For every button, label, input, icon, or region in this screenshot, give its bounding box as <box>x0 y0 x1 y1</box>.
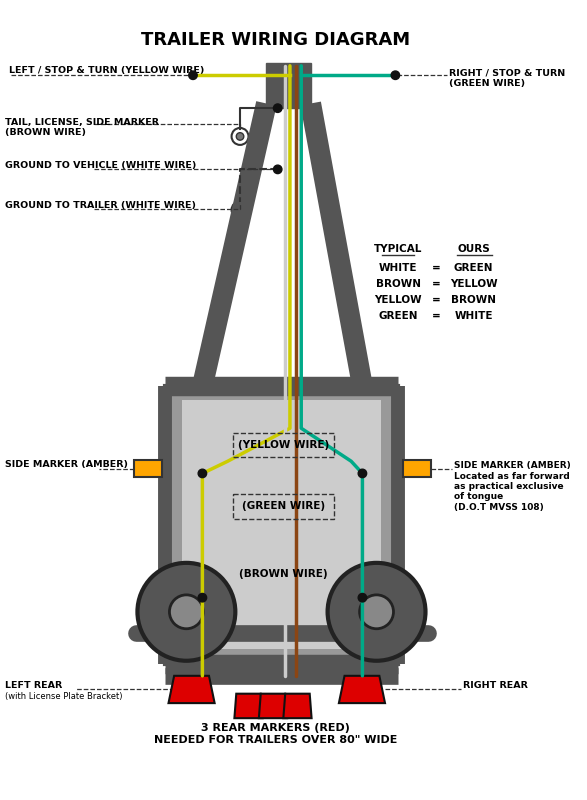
Text: GREEN: GREEN <box>379 311 418 322</box>
Polygon shape <box>284 694 312 718</box>
Text: GREEN: GREEN <box>454 263 493 274</box>
Text: RIGHT REAR: RIGHT REAR <box>463 681 528 690</box>
Text: RIGHT / STOP & TURN
(GREEN WIRE): RIGHT / STOP & TURN (GREEN WIRE) <box>449 69 565 88</box>
Text: (BROWN WIRE): (BROWN WIRE) <box>239 569 328 579</box>
Text: YELLOW: YELLOW <box>450 279 497 290</box>
Text: WHITE: WHITE <box>379 263 417 274</box>
Text: =: = <box>431 263 440 274</box>
Text: (with License Plate Bracket): (with License Plate Bracket) <box>5 692 122 701</box>
Circle shape <box>231 202 248 218</box>
Text: GROUND TO VEHICLE (WHITE WIRE): GROUND TO VEHICLE (WHITE WIRE) <box>5 161 196 170</box>
Circle shape <box>189 71 197 79</box>
Text: =: = <box>431 279 440 290</box>
Text: WHITE: WHITE <box>454 311 492 322</box>
Circle shape <box>391 71 400 79</box>
Bar <box>284 68 288 102</box>
Circle shape <box>198 594 207 602</box>
Circle shape <box>170 595 203 629</box>
Text: OURS: OURS <box>457 244 490 254</box>
Circle shape <box>274 104 282 113</box>
Circle shape <box>360 595 393 629</box>
Text: TYPICAL: TYPICAL <box>374 244 423 254</box>
Bar <box>266 63 311 108</box>
Text: BROWN: BROWN <box>451 295 496 306</box>
Text: SIDE MARKER (AMBER)
Located as far forward
as practical exclusive
of tongue
(D.O: SIDE MARKER (AMBER) Located as far forwa… <box>454 461 571 512</box>
Circle shape <box>198 469 207 478</box>
Circle shape <box>137 563 235 661</box>
Circle shape <box>231 128 248 145</box>
Bar <box>282 66 307 103</box>
Polygon shape <box>339 676 385 703</box>
Polygon shape <box>234 694 262 718</box>
Text: LEFT REAR: LEFT REAR <box>5 681 62 690</box>
Text: BROWN: BROWN <box>376 279 421 290</box>
Polygon shape <box>168 676 215 703</box>
Text: SIDE MARKER (AMBER): SIDE MARKER (AMBER) <box>5 461 128 470</box>
Bar <box>232 433 334 458</box>
Circle shape <box>328 563 426 661</box>
Bar <box>165 386 398 663</box>
Text: =: = <box>431 295 440 306</box>
Circle shape <box>358 594 367 602</box>
Bar <box>290 68 294 102</box>
Polygon shape <box>259 694 287 718</box>
Text: GROUND TO TRAILER (WHITE WIRE): GROUND TO TRAILER (WHITE WIRE) <box>5 201 195 210</box>
Circle shape <box>237 206 244 214</box>
Bar <box>296 68 299 102</box>
Circle shape <box>358 469 367 478</box>
Bar <box>232 494 334 518</box>
Bar <box>403 460 431 477</box>
Text: TRAILER WIRING DIAGRAM: TRAILER WIRING DIAGRAM <box>141 31 410 50</box>
Text: 3 REAR MARKERS (RED)
NEEDED FOR TRAILERS OVER 80" WIDE: 3 REAR MARKERS (RED) NEEDED FOR TRAILERS… <box>154 723 397 745</box>
Text: YELLOW: YELLOW <box>375 295 422 306</box>
Circle shape <box>274 165 282 174</box>
Bar <box>301 68 305 102</box>
Circle shape <box>237 133 244 140</box>
Text: LEFT / STOP & TURN (YELLOW WIRE): LEFT / STOP & TURN (YELLOW WIRE) <box>9 66 205 75</box>
Text: TAIL, LICENSE, SIDE MARKER
(BROWN WIRE): TAIL, LICENSE, SIDE MARKER (BROWN WIRE) <box>5 118 158 137</box>
Text: (GREEN WIRE): (GREEN WIRE) <box>242 502 325 511</box>
Bar <box>182 400 381 650</box>
Bar <box>134 460 162 477</box>
Text: (YELLOW WIRE): (YELLOW WIRE) <box>238 440 329 450</box>
Text: =: = <box>431 311 440 322</box>
